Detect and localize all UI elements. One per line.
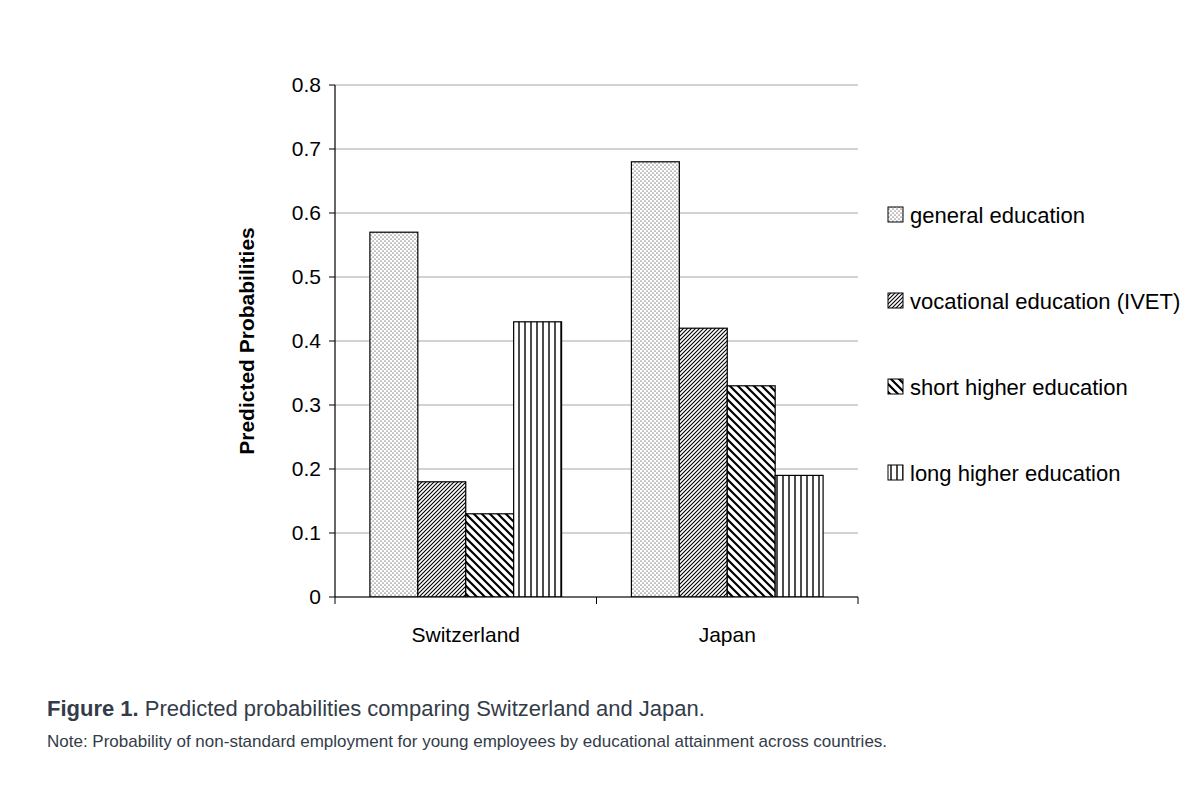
- y-tick-label: 0.8: [292, 73, 321, 96]
- y-tick: [329, 533, 335, 534]
- bar: [370, 232, 418, 597]
- y-tick-label: 0.1: [292, 521, 321, 544]
- legend-label: short higher education: [910, 375, 1128, 400]
- x-tick-label: Switzerland: [411, 623, 520, 646]
- legend-label: general education: [910, 203, 1085, 228]
- y-tick: [329, 597, 335, 598]
- legend-swatch: [888, 207, 903, 222]
- bars: [370, 162, 823, 597]
- grid-line: [335, 149, 858, 150]
- y-tick: [329, 85, 335, 86]
- y-tick-label: 0.3: [292, 393, 321, 416]
- bar: [679, 328, 727, 597]
- x-tick: [596, 597, 597, 604]
- chart: 0 0.1 0.2 0.3 0.4 0.5 0.6 0.7 0.8 Switzerland Japa…: [0, 0, 1200, 800]
- y-tick-label: 0.7: [292, 137, 321, 160]
- x-tick: [335, 597, 336, 604]
- grid-line: [335, 85, 858, 86]
- legend-swatch: [888, 293, 903, 308]
- y-tick: [329, 405, 335, 406]
- bar: [775, 475, 823, 597]
- y-axis: [334, 85, 335, 597]
- y-tick-label: 0.5: [292, 265, 321, 288]
- bar: [514, 322, 562, 597]
- legend-label: vocational education (IVET): [910, 289, 1180, 314]
- y-tick: [329, 469, 335, 470]
- y-axis-label: Predicted Probabilities: [235, 227, 258, 455]
- y-tick-label: 0: [309, 585, 321, 608]
- legend-label: long higher education: [910, 461, 1120, 486]
- x-tick-label: Japan: [699, 623, 756, 646]
- y-tick-label: 0.2: [292, 457, 321, 480]
- y-tick-label: 0.6: [292, 201, 321, 224]
- y-tick: [329, 277, 335, 278]
- x-tick: [858, 597, 859, 604]
- note: Note: Probability of non-standard employ…: [47, 732, 887, 751]
- legend-swatch: [888, 465, 903, 480]
- bar: [727, 386, 775, 597]
- bar: [418, 482, 466, 597]
- y-tick-label: 0.4: [292, 329, 322, 352]
- caption: Figure 1. Predicted probabilities compar…: [47, 696, 705, 721]
- grid-line: [335, 213, 858, 214]
- y-tick: [329, 341, 335, 342]
- y-tick: [329, 149, 335, 150]
- bar: [466, 514, 514, 597]
- y-tick: [329, 213, 335, 214]
- legend-swatch: [888, 379, 903, 394]
- bar: [631, 162, 679, 597]
